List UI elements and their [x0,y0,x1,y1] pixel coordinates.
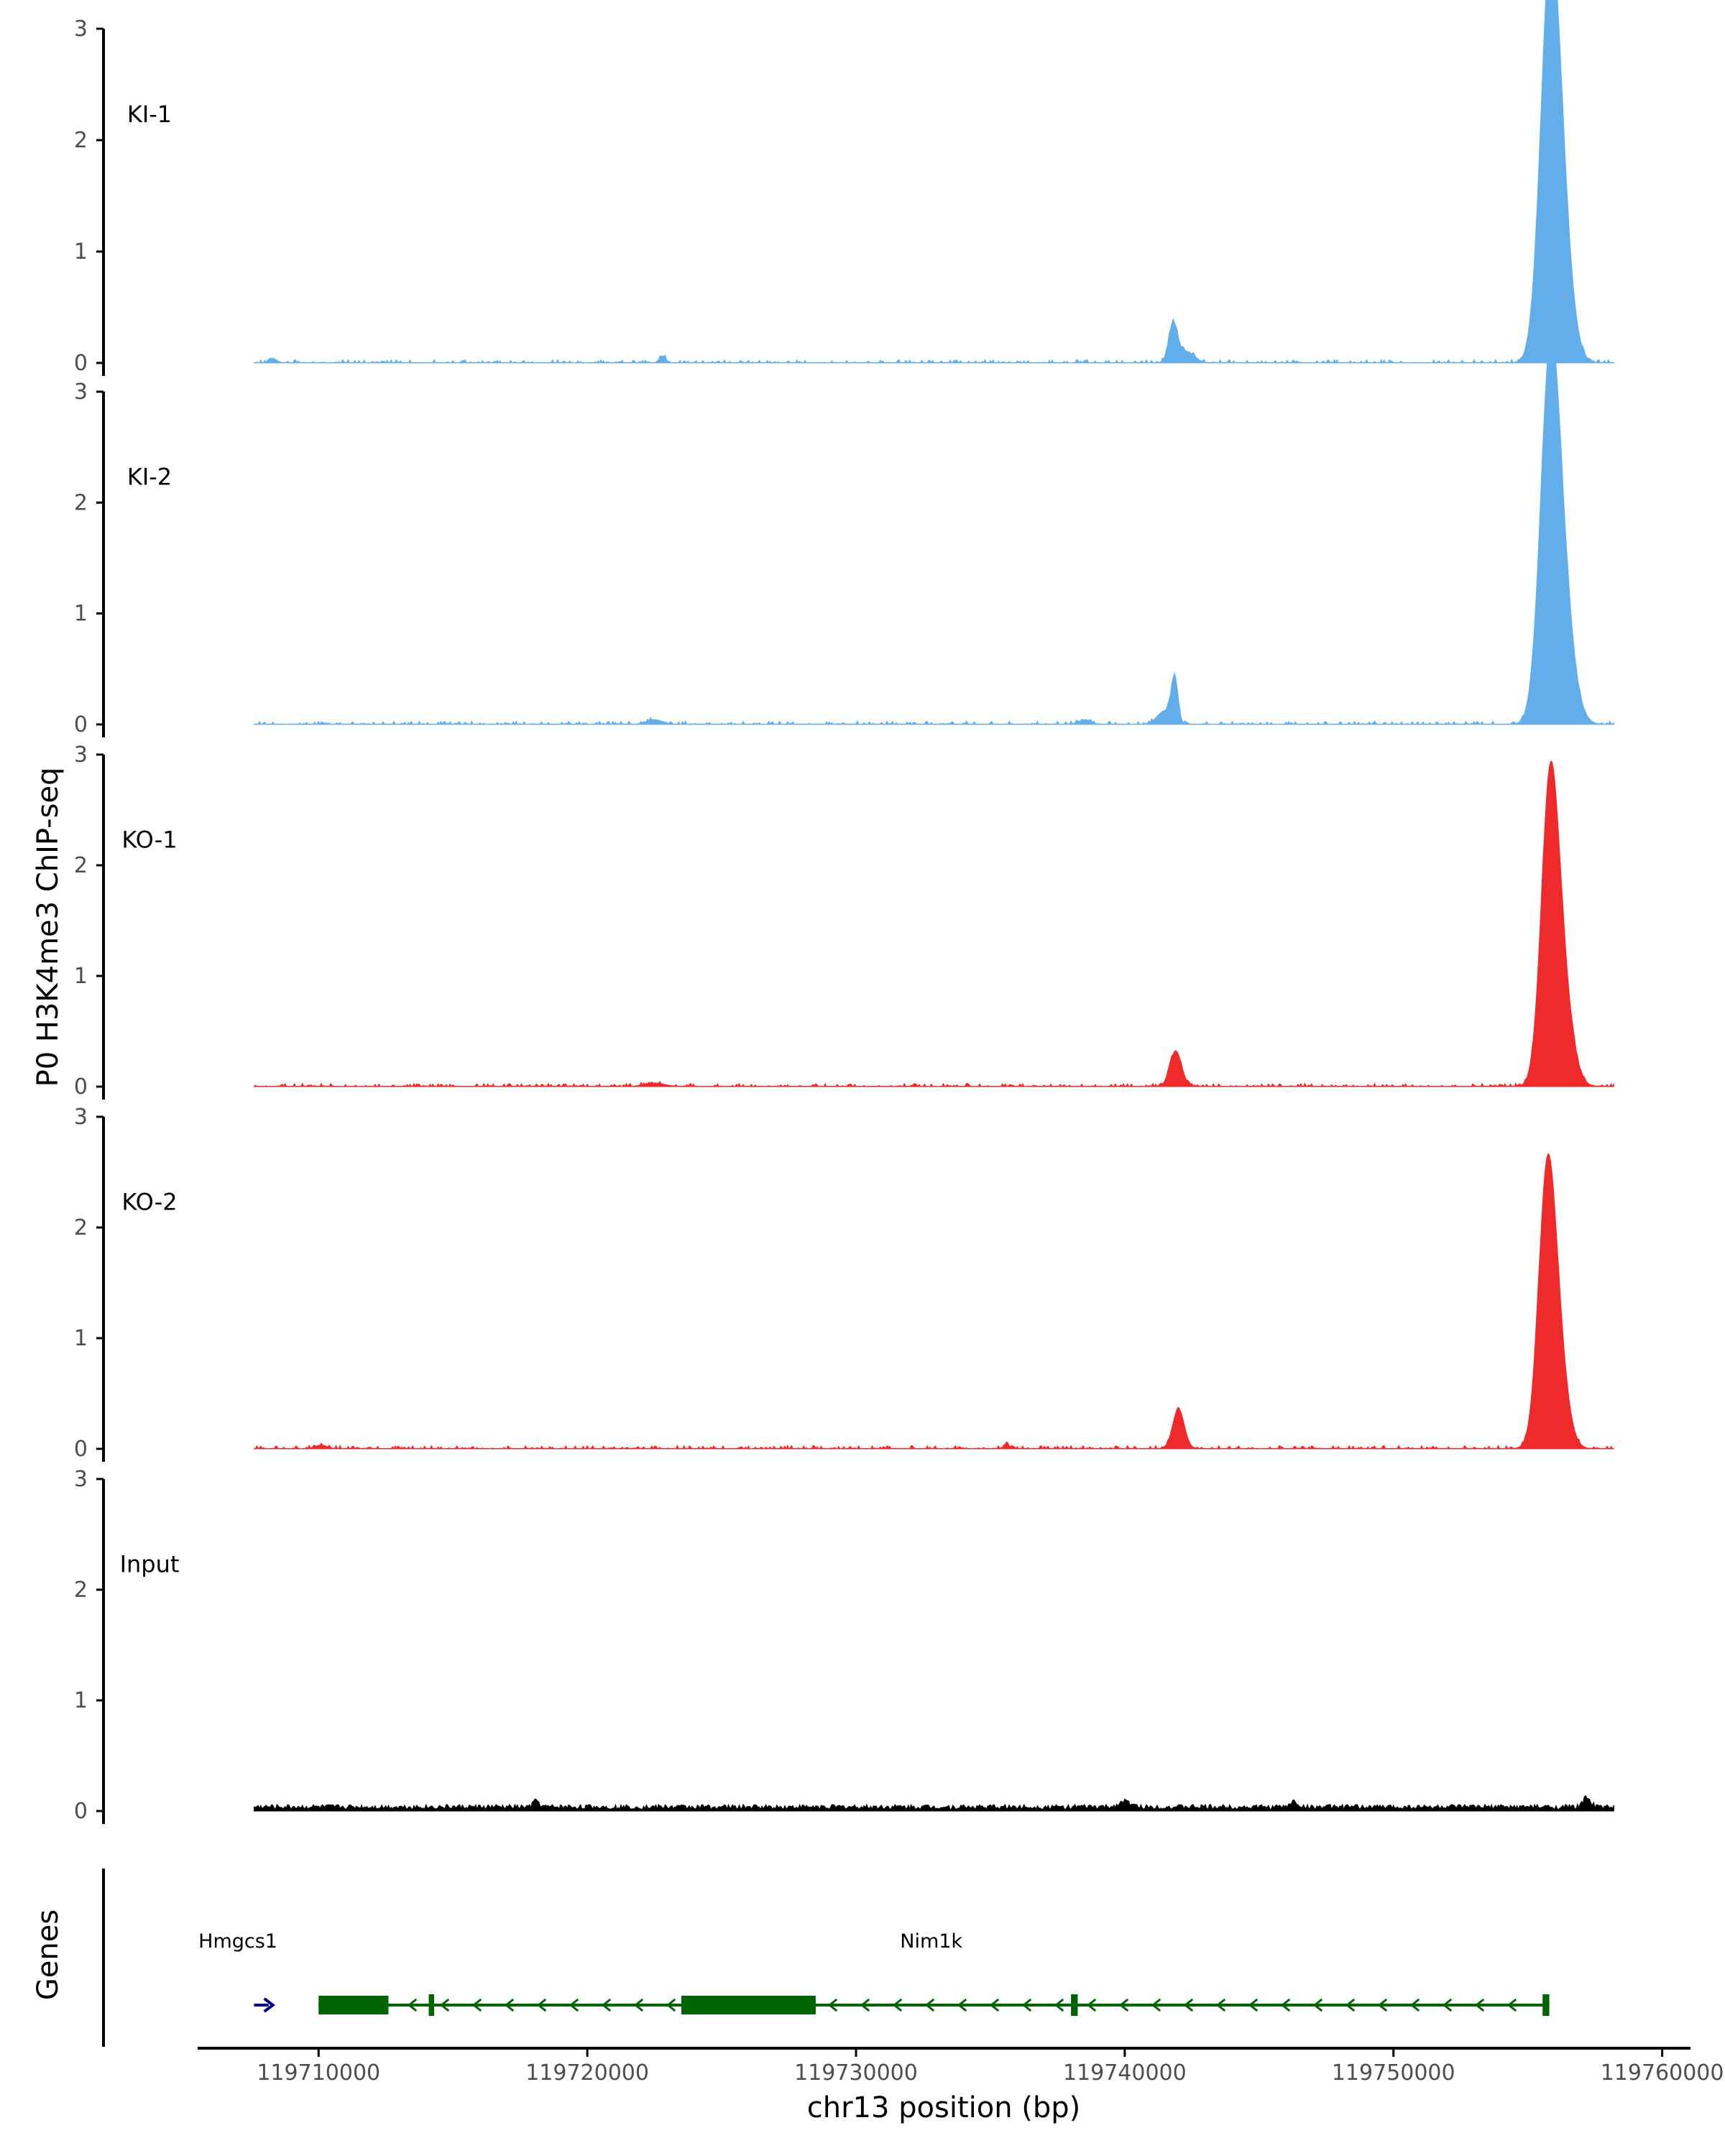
strand-arrow [666,1998,676,2012]
y-tick-label: 2 [74,853,88,878]
strand-arrow [1345,1998,1356,2012]
strand-arrow [989,1998,1000,2012]
y-tick-label: 0 [74,1799,88,1824]
y-tick-label: 3 [74,17,88,42]
strand-arrow [536,1998,547,2012]
strand-arrow [1377,1998,1388,2012]
strand-arrow [407,1998,418,2012]
track-ki-1: 0 1 2 3 KI-1 [74,0,1614,376]
x-axis-title: chr13 position (bp) [807,2091,1081,2124]
x-tick-label: 119720000 [525,2060,649,2086]
track-label: KO-2 [121,1188,177,1215]
signal-area [254,333,1614,725]
track-ki-2: 0 1 2 3 KI-2 [74,333,1614,737]
genes-axis-title: Genes [32,1909,65,2000]
strand-arrow [1474,1998,1485,2012]
strand-arrow [1215,1998,1226,2012]
gene-label: Hmgcs1 [198,1930,277,1953]
signal-area [254,760,1614,1088]
track-label: Input [120,1550,180,1577]
x-tick-label: 119730000 [794,2060,918,2086]
track-label: KI-1 [127,101,172,128]
strand-arrow [439,1998,450,2012]
track-label: KO-1 [121,826,177,853]
x-tick-label: 119740000 [1063,2060,1187,2086]
strand-arrow [1506,1998,1517,2012]
strand-arrow [263,1997,276,2013]
strand-arrow [504,1998,515,2012]
gene-hmgcs1: Hmgcs1 [198,1930,277,2013]
signal-area [254,1153,1614,1450]
strand-arrow [892,1998,903,2012]
y-tick-label: 0 [74,351,88,376]
signal-area [254,1795,1614,1812]
x-tick-label: 119760000 [1601,2060,1724,2086]
y-tick-label: 3 [74,379,88,405]
strand-arrow [569,1998,579,2012]
y-tick-label: 1 [74,1326,88,1351]
strand-arrow [1183,1998,1194,2012]
y-tick-label: 1 [74,239,88,264]
x-axis: 119710000 119720000 119730000 119740000 1197… [198,2047,1724,2086]
strand-arrow [1442,1998,1453,2012]
track-label: KI-2 [127,464,172,491]
track-ko-1: 0 1 2 3 KO-1 [74,742,1614,1100]
strand-arrow [1021,1998,1032,2012]
exon [681,1996,816,2014]
track-panels: 0 1 2 3 KI-1 0 1 2 3 KI-2 0 1 2 3 KO-1 0 1 2 3 KO-2 0 1 2 3 Inpu… [74,0,1614,1824]
strand-arrow [1312,1998,1323,2012]
strand-arrow [1054,1998,1064,2012]
exon [1542,1994,1550,2016]
y-axis-title: P0 H3K4me3 ChIP-seq [32,768,65,1087]
y-tick-label: 2 [74,1577,88,1603]
exon [1071,1994,1078,2016]
strand-arrow [633,1998,644,2012]
exon [428,1994,435,2016]
track-input: 0 1 2 3 Input [74,1467,1614,1824]
strand-arrow [1118,1998,1129,2012]
strand-arrow [472,1998,482,2012]
y-tick-label: 1 [74,964,88,989]
strand-arrow [1248,1998,1259,2012]
y-tick-label: 1 [74,602,88,627]
gene-label: Nim1k [900,1930,962,1953]
y-tick-label: 0 [74,1437,88,1462]
y-tick-label: 2 [74,490,88,515]
y-tick-label: 2 [74,1215,88,1240]
y-tick-label: 3 [74,742,88,768]
strand-arrow [827,1998,838,2012]
y-tick-label: 0 [74,712,88,737]
x-tick-label: 119750000 [1332,2060,1455,2086]
y-tick-label: 3 [74,1105,88,1130]
y-tick-label: 2 [74,128,88,153]
strand-arrow [1151,1998,1162,2012]
strand-arrow [1280,1998,1291,2012]
y-tick-label: 1 [74,1688,88,1713]
x-tick-label: 119710000 [257,2060,380,2086]
y-tick-label: 3 [74,1467,88,1492]
track-ko-2: 0 1 2 3 KO-2 [74,1105,1614,1462]
y-tick-label: 0 [74,1074,88,1100]
strand-arrow [860,1998,870,2012]
strand-arrow [924,1998,935,2012]
signal-area [254,0,1614,364]
strand-arrow [601,1998,612,2012]
exon [318,1996,389,2014]
strand-arrow [957,1998,967,2012]
gene-nim1k: Nim1k [318,1930,1550,2016]
genes-panel: Hmgcs1 Nim1k [102,1869,1550,2047]
strand-arrow [1086,1998,1097,2012]
strand-arrow [1409,1998,1420,2012]
